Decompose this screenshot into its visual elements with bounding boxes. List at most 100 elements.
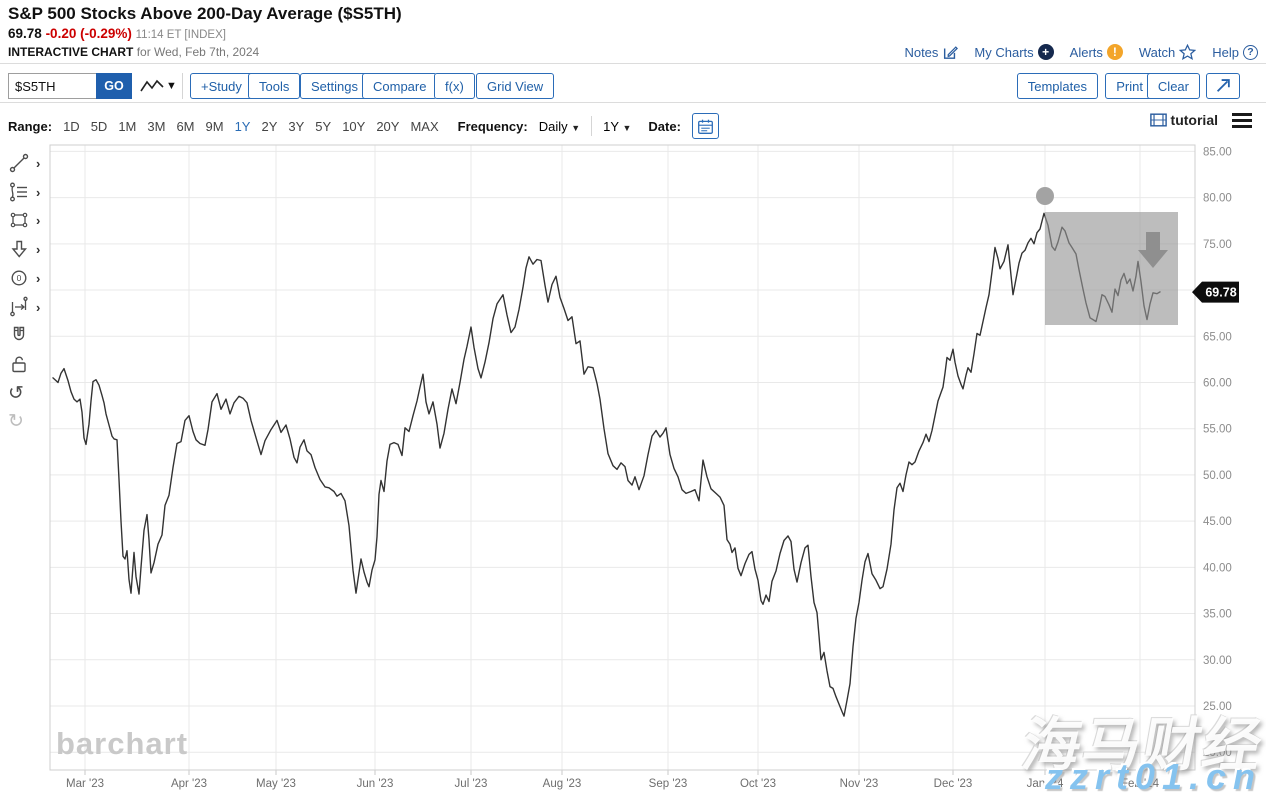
date-label: Date: bbox=[648, 118, 681, 134]
toolbar-button-tools[interactable]: Tools bbox=[248, 73, 301, 99]
fibonacci-icon bbox=[8, 181, 30, 203]
tool-fibonacci[interactable]: › bbox=[8, 179, 40, 205]
toolbar-separator bbox=[182, 73, 183, 99]
tool-circle-annotation[interactable]: 0 › bbox=[8, 265, 40, 291]
x-axis-label: Jul '23 bbox=[455, 778, 488, 790]
range-option-1y[interactable]: 1Y bbox=[234, 118, 251, 134]
interactive-chart-label: INTERACTIVE CHART for Wed, Feb 7th, 2024 bbox=[8, 45, 260, 59]
period-value: 1Y bbox=[603, 118, 619, 134]
x-axis-label: Feb '24 bbox=[1121, 778, 1160, 790]
top-links: Notes My Charts + Alerts! Watch Help? bbox=[904, 44, 1258, 60]
top-link-alerts[interactable]: Alerts! bbox=[1070, 44, 1123, 60]
toolbar-button-gridview[interactable]: Grid View bbox=[476, 73, 555, 99]
top-link-notes[interactable]: Notes bbox=[904, 44, 959, 60]
tool-trendline[interactable]: › bbox=[8, 150, 40, 176]
down-arrow-annotation[interactable] bbox=[1138, 232, 1168, 268]
y-axis-label: 80.00 bbox=[1203, 193, 1232, 205]
period-select[interactable]: 1Y ▼ bbox=[603, 119, 631, 134]
svg-text:0: 0 bbox=[17, 273, 22, 283]
range-option-5y[interactable]: 5Y bbox=[315, 118, 332, 134]
go-button[interactable]: GO bbox=[96, 73, 132, 99]
y-axis-label: 85.00 bbox=[1203, 146, 1232, 158]
range-option-1d[interactable]: 1D bbox=[63, 118, 80, 134]
tool-redo[interactable]: ↻ bbox=[8, 408, 24, 434]
submenu-chevron-icon: › bbox=[36, 212, 41, 228]
chevron-down-icon: ▼ bbox=[571, 122, 581, 133]
submenu-chevron-icon: › bbox=[36, 299, 41, 315]
star-icon bbox=[1179, 44, 1197, 60]
y-axis-label: 55.00 bbox=[1203, 424, 1232, 436]
range-option-6m[interactable]: 6M bbox=[176, 118, 195, 134]
x-axis-label: Jun '23 bbox=[357, 778, 394, 790]
last-price-tag-value: 69.78 bbox=[1205, 286, 1236, 300]
toolbar-button-study[interactable]: +Study bbox=[190, 73, 253, 99]
toolbar-button-templates[interactable]: Templates bbox=[1016, 73, 1098, 99]
y-axis-label: 65.00 bbox=[1203, 331, 1232, 343]
last-price: 69.78 bbox=[8, 26, 42, 41]
toolbar-button-settings[interactable]: Settings bbox=[300, 73, 369, 99]
price-line bbox=[52, 212, 1161, 717]
tutorial-link[interactable]: tutorial bbox=[1149, 112, 1218, 128]
symbol-input[interactable] bbox=[8, 73, 96, 99]
submenu-chevron-icon: › bbox=[36, 270, 41, 286]
quote-row: 69.78 -0.20 (-0.29%) 11:14 ET [INDEX] bbox=[8, 26, 226, 41]
top-link-watch[interactable]: Watch bbox=[1138, 44, 1197, 60]
top-link-help[interactable]: Help? bbox=[1212, 44, 1258, 60]
x-axis-label: Mar '23 bbox=[66, 778, 104, 790]
range-option-10y[interactable]: 10Y bbox=[342, 118, 366, 134]
y-axis-label: 75.00 bbox=[1203, 239, 1232, 251]
page-title: S&P 500 Stocks Above 200-Day Average ($S… bbox=[8, 4, 402, 23]
tool-arrow-annotation[interactable]: › bbox=[8, 236, 40, 262]
tool-measure[interactable]: › bbox=[8, 294, 40, 320]
toolbar-button-fx[interactable]: f(x) bbox=[434, 73, 475, 99]
chart-type-dropdown-caret[interactable]: ▼ bbox=[166, 80, 177, 92]
tool-magnet[interactable] bbox=[8, 322, 30, 348]
chart-type-line-icon[interactable] bbox=[140, 78, 164, 99]
x-axis-label: Sep '23 bbox=[649, 778, 688, 790]
film-icon bbox=[1149, 113, 1167, 127]
range-option-max[interactable]: MAX bbox=[410, 118, 439, 134]
toolbar-button-clear[interactable]: Clear bbox=[1146, 73, 1200, 99]
unlock-icon bbox=[8, 353, 30, 375]
tool-shapes[interactable]: › bbox=[8, 207, 40, 233]
tool-unlock[interactable] bbox=[8, 351, 30, 377]
range-option-3m[interactable]: 3M bbox=[147, 118, 166, 134]
range-separator bbox=[591, 116, 593, 136]
calendar-icon bbox=[697, 119, 713, 134]
arrow-annotation-icon bbox=[8, 238, 30, 260]
range-option-9m[interactable]: 9M bbox=[205, 118, 224, 134]
y-axis-label: 40.00 bbox=[1203, 562, 1232, 574]
draw-arrow-button[interactable] bbox=[1206, 73, 1240, 99]
y-axis-label: 50.00 bbox=[1203, 470, 1232, 482]
annotation-box[interactable] bbox=[1045, 212, 1178, 325]
range-option-20y[interactable]: 20Y bbox=[376, 118, 400, 134]
submenu-chevron-icon: › bbox=[36, 155, 41, 171]
header-divider bbox=[0, 63, 1266, 64]
frequency-label: Frequency: bbox=[457, 118, 528, 134]
top-link-label: Watch bbox=[1138, 44, 1176, 60]
y-axis-label: 25.00 bbox=[1203, 701, 1232, 713]
circle-annotation-icon: 0 bbox=[8, 267, 30, 289]
plus-circle-icon: + bbox=[1037, 44, 1054, 60]
x-axis-label: Nov '23 bbox=[840, 778, 879, 790]
price-change: -0.20 (-0.29%) bbox=[45, 26, 132, 41]
menu-icon[interactable] bbox=[1232, 113, 1252, 131]
tool-undo[interactable]: ↺ bbox=[8, 380, 24, 406]
range-option-3y[interactable]: 3Y bbox=[288, 118, 305, 134]
x-axis-label: Oct '23 bbox=[740, 778, 776, 790]
range-option-2y[interactable]: 2Y bbox=[261, 118, 278, 134]
undo-icon: ↺ bbox=[8, 382, 24, 404]
date-picker-button[interactable] bbox=[691, 113, 719, 139]
quote-time: 11:14 ET [INDEX] bbox=[135, 29, 226, 41]
y-axis-label: 35.00 bbox=[1203, 609, 1232, 621]
ne-arrow-icon bbox=[1216, 78, 1230, 92]
toolbar-button-compare[interactable]: Compare bbox=[362, 73, 438, 99]
frequency-select[interactable]: Daily ▼ bbox=[539, 119, 580, 134]
annotation-circle[interactable] bbox=[1036, 187, 1054, 205]
range-option-5d[interactable]: 5D bbox=[90, 118, 108, 134]
range-option-1m[interactable]: 1M bbox=[118, 118, 137, 134]
top-link-my-charts[interactable]: My Charts + bbox=[974, 44, 1054, 60]
y-axis-label: 60.00 bbox=[1203, 377, 1232, 389]
x-axis-label: Jan '24 bbox=[1027, 778, 1064, 790]
